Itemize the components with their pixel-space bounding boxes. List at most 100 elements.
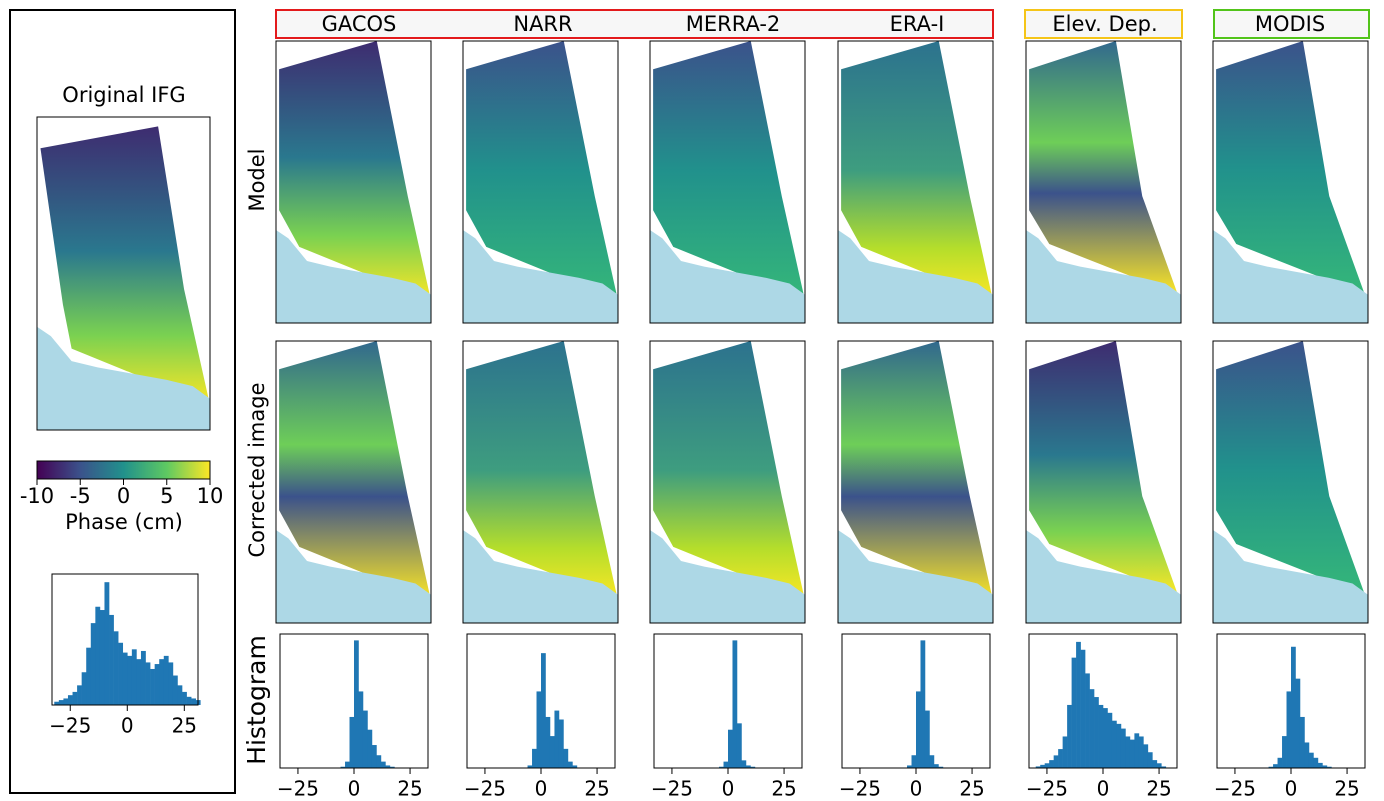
x-tick-label: −25 [839,777,881,801]
bar [1125,736,1131,768]
colorbar-tick-label: 10 [197,484,224,508]
colorbar-label: Phase (cm) [65,510,183,534]
plot-frame [51,573,199,706]
map-panel [275,340,432,624]
bar [1129,739,1135,768]
bar [177,685,183,705]
bar [1134,733,1140,768]
bar [1067,704,1072,768]
bar [1322,765,1328,768]
bar [1161,766,1167,768]
bar [385,765,391,768]
bar [95,606,101,705]
bar [750,766,756,768]
group-box [1024,9,1183,39]
bar [1295,678,1301,768]
x-tick-label: −25 [49,714,91,738]
group-box [275,9,994,39]
bar [736,723,742,768]
x-tick-label: −25 [1214,777,1256,801]
bar [186,696,192,705]
bar [1044,763,1050,768]
bar [1116,723,1122,768]
map-panel [837,40,994,324]
bar [545,716,551,768]
bar [389,766,395,768]
bar [1120,728,1126,768]
map-panel [1212,340,1369,624]
x-tick-label: −25 [464,777,506,801]
bar [159,659,165,705]
bar [745,765,751,768]
bar [380,761,386,768]
bar [376,755,382,768]
bar [1143,744,1149,768]
bar [367,729,373,768]
bar [109,614,114,705]
bar [1317,762,1323,768]
bar [1286,691,1292,768]
bar [1098,704,1104,768]
bar [1085,673,1090,768]
bar [549,736,555,768]
bar [168,662,174,705]
bar [182,691,187,705]
bar [1058,749,1063,768]
bar [1076,641,1081,768]
bar [929,755,935,768]
bar [140,650,146,705]
bar [1277,757,1283,768]
row-label: Histogram [242,635,271,765]
bar [1304,742,1310,768]
bar [1071,657,1077,768]
bar [72,691,78,705]
bar [1273,764,1278,768]
bar [145,662,151,705]
bar [1308,752,1314,768]
bar [118,642,124,705]
map-panel [1025,340,1182,624]
bar [554,710,560,768]
bar [532,748,537,768]
bar [1053,755,1059,768]
column-title: MODIS [1255,12,1325,36]
bar [63,698,69,705]
bar [1103,708,1108,768]
column-title: MERRA-2 [686,12,781,36]
bar [104,582,110,705]
bar [723,761,729,768]
x-tick-label: 25 [959,777,984,801]
bar [131,649,137,705]
x-tick-label: 0 [1097,777,1110,801]
column-title: Elev. Dep. [1052,12,1157,36]
map-panel [275,40,432,324]
bar [920,640,926,768]
x-tick-label: 25 [172,714,197,738]
row-label: Corrected image [245,383,269,558]
map-panel [462,40,619,324]
bar [345,761,350,768]
bar [536,691,542,768]
x-tick-label: 25 [1146,777,1171,801]
x-tick-label: −25 [651,777,693,801]
bar [122,652,128,705]
bar [58,700,64,705]
bar [728,729,733,768]
bar [1062,736,1068,768]
bar [1313,757,1319,768]
bar [1326,766,1332,768]
bar [1156,763,1162,768]
bar [732,640,738,768]
map-panel [649,340,806,624]
bar [54,701,60,705]
bar [907,765,912,768]
bar [1089,689,1095,768]
bar [719,766,724,768]
bar [136,659,142,705]
bar [527,765,533,768]
x-tick-label: 0 [722,777,735,801]
bar [340,766,346,768]
bar [67,695,73,705]
bar [358,691,364,768]
